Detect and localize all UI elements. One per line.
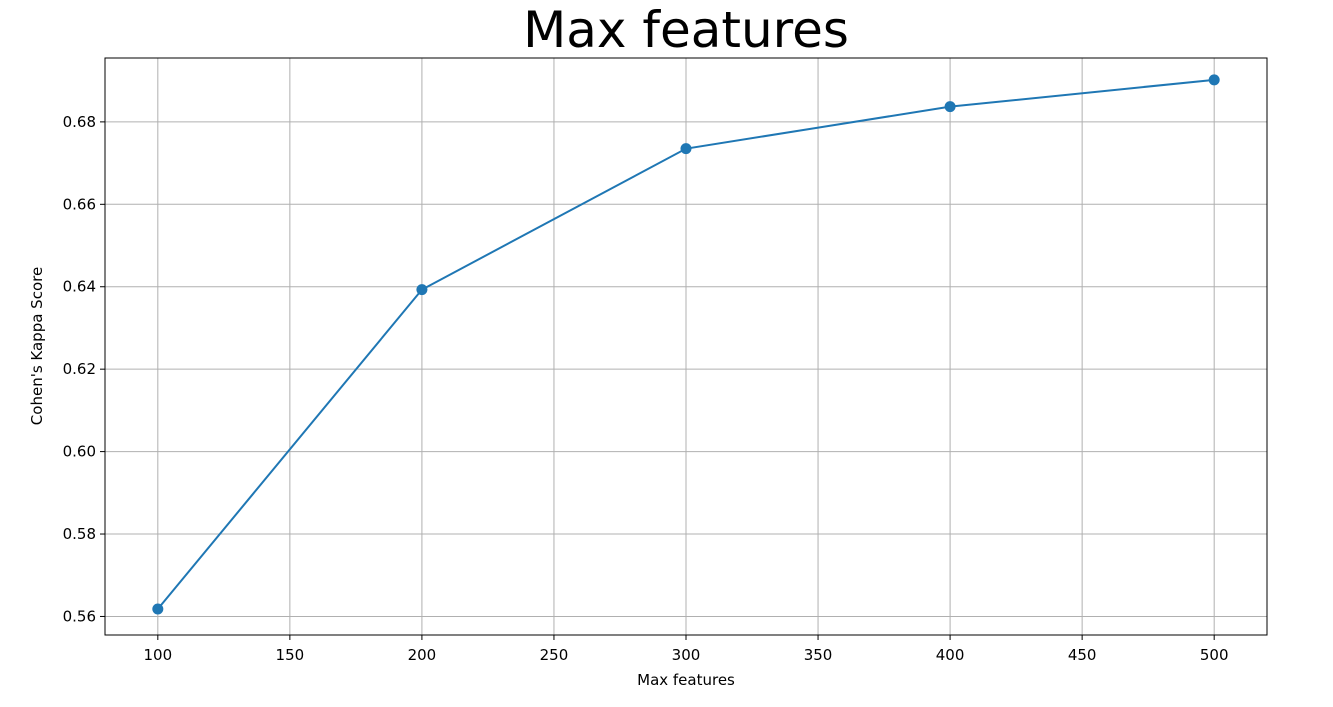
data-point: [680, 143, 692, 155]
series-layer: [152, 74, 1220, 615]
x-tick-label: 350: [804, 646, 833, 664]
y-tick-label: 0.60: [63, 443, 96, 461]
x-tick-label: 100: [143, 646, 172, 664]
data-point: [416, 284, 428, 296]
y-tick-label: 0.64: [63, 278, 96, 296]
y-axis-label: Cohen's Kappa Score: [28, 267, 46, 425]
x-axis-label: Max features: [637, 671, 735, 689]
x-tick-label: 150: [276, 646, 305, 664]
y-tick-label: 0.62: [63, 360, 96, 378]
y-axis: 0.56 0.58 0.60 0.62 0.64 0.66 0.68: [63, 113, 105, 625]
x-tick-label: 400: [936, 646, 965, 664]
y-tick-label: 0.66: [63, 195, 96, 213]
y-tick-label: 0.68: [63, 113, 96, 131]
x-tick-label: 450: [1068, 646, 1097, 664]
grid: [105, 58, 1267, 635]
y-tick-label: 0.58: [63, 525, 96, 543]
x-tick-label: 200: [408, 646, 437, 664]
chart-title: Max features: [523, 1, 849, 59]
data-point: [152, 603, 164, 615]
x-tick-label: 250: [540, 646, 569, 664]
x-axis: 100 150 200 250 300 350 400 450 500: [143, 635, 1229, 664]
data-point: [1208, 74, 1220, 86]
data-point: [944, 101, 956, 113]
x-tick-label: 300: [672, 646, 701, 664]
y-tick-label: 0.56: [63, 607, 96, 625]
x-tick-label: 500: [1200, 646, 1229, 664]
